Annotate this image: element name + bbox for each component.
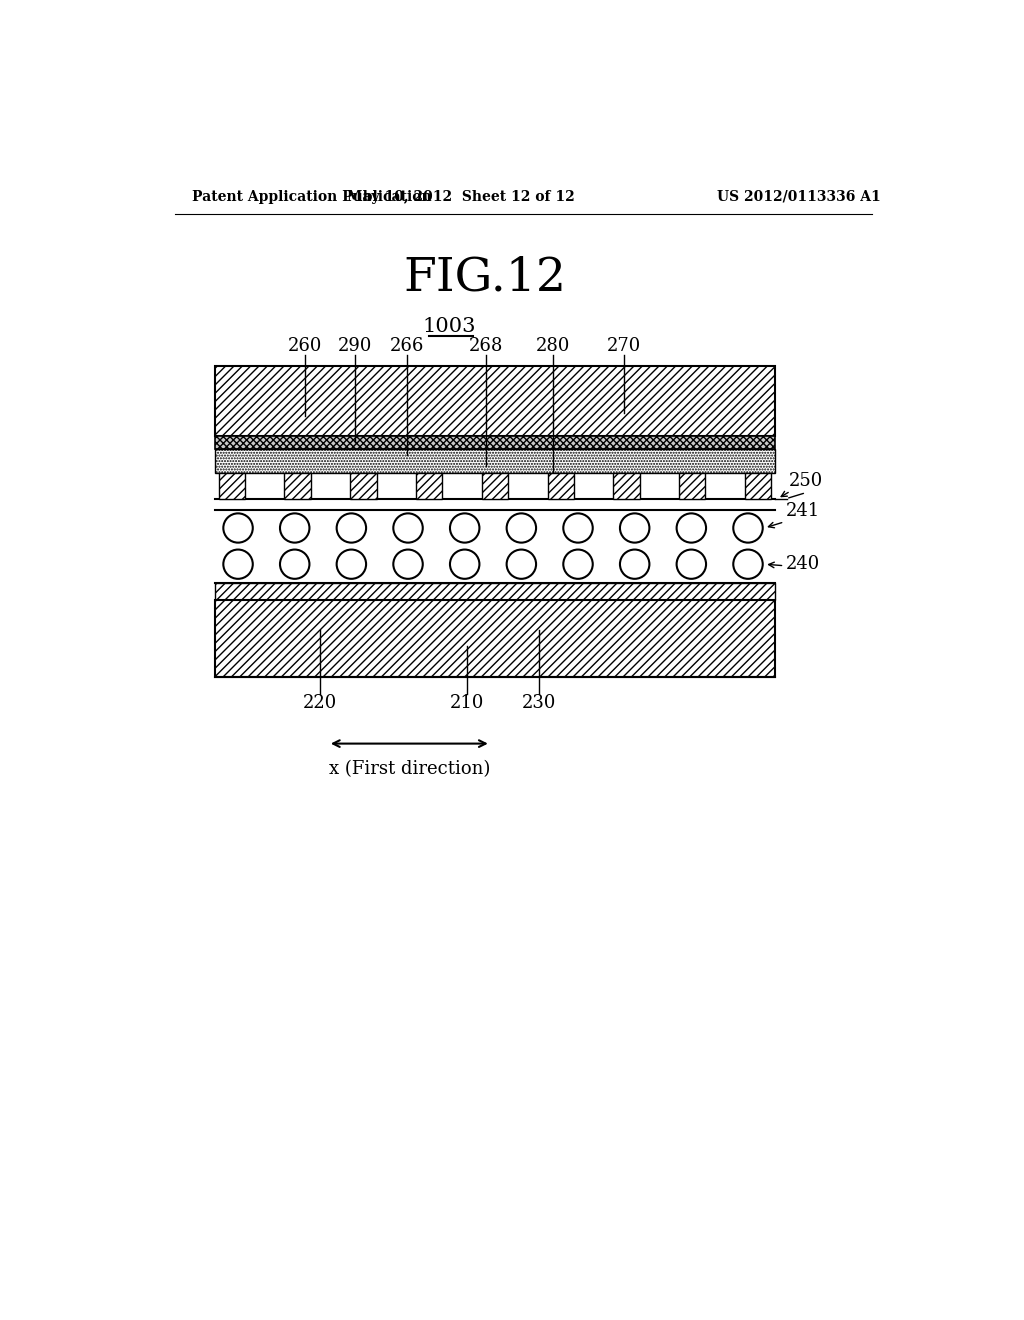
- Text: May 10, 2012  Sheet 12 of 12: May 10, 2012 Sheet 12 of 12: [347, 190, 575, 203]
- Text: 220: 220: [303, 693, 337, 711]
- Circle shape: [677, 549, 707, 579]
- Text: 280: 280: [536, 337, 570, 355]
- Circle shape: [677, 513, 707, 543]
- Circle shape: [223, 549, 253, 579]
- Circle shape: [393, 549, 423, 579]
- Bar: [215, 450, 775, 473]
- Bar: [416, 473, 442, 499]
- Circle shape: [733, 513, 763, 543]
- Bar: [481, 473, 508, 499]
- Circle shape: [337, 513, 367, 543]
- Circle shape: [337, 549, 367, 579]
- Text: 230: 230: [521, 693, 556, 711]
- Bar: [215, 367, 775, 436]
- Circle shape: [223, 513, 253, 543]
- Bar: [679, 473, 706, 499]
- Text: 240: 240: [786, 556, 820, 573]
- Bar: [215, 599, 775, 677]
- Bar: [548, 473, 573, 499]
- Text: 250: 250: [790, 471, 823, 490]
- Circle shape: [450, 549, 479, 579]
- Circle shape: [507, 549, 537, 579]
- Circle shape: [280, 549, 309, 579]
- Circle shape: [620, 513, 649, 543]
- Text: 1003: 1003: [423, 317, 476, 335]
- Circle shape: [620, 549, 649, 579]
- Text: 260: 260: [288, 337, 322, 355]
- Text: 270: 270: [607, 337, 641, 355]
- Circle shape: [507, 513, 537, 543]
- Circle shape: [733, 549, 763, 579]
- Text: Patent Application Publication: Patent Application Publication: [193, 190, 432, 203]
- Bar: [285, 473, 311, 499]
- Circle shape: [450, 513, 479, 543]
- Circle shape: [563, 549, 593, 579]
- Circle shape: [393, 513, 423, 543]
- Text: US 2012/0113336 A1: US 2012/0113336 A1: [717, 190, 881, 203]
- Text: 290: 290: [338, 337, 373, 355]
- Text: 266: 266: [390, 337, 424, 355]
- Bar: [215, 582, 775, 599]
- Text: 241: 241: [786, 503, 820, 520]
- Bar: [744, 473, 771, 499]
- Bar: [613, 473, 640, 499]
- Bar: [219, 473, 245, 499]
- Text: 268: 268: [469, 337, 503, 355]
- Text: 210: 210: [451, 693, 484, 711]
- Bar: [215, 436, 775, 449]
- Text: x (First direction): x (First direction): [329, 760, 490, 779]
- Circle shape: [280, 513, 309, 543]
- Bar: [350, 473, 377, 499]
- Circle shape: [563, 513, 593, 543]
- Text: FIG.12: FIG.12: [403, 255, 566, 301]
